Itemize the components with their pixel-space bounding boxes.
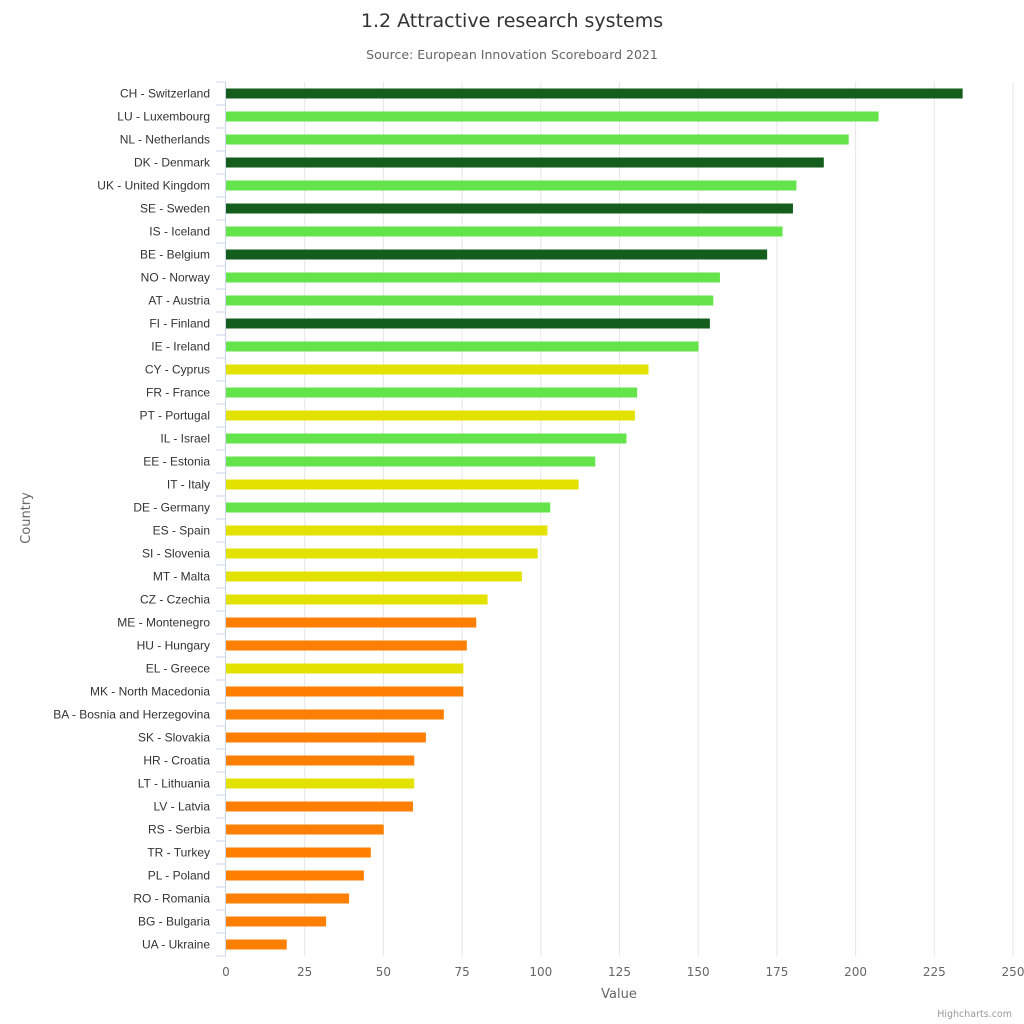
category-label: EE - Estonia [143, 455, 210, 469]
category-label: LU - Luxembourg [117, 110, 210, 124]
category-label: ME - Montenegro [117, 616, 210, 630]
chart-subtitle: Source: European Innovation Scoreboard 2… [366, 47, 658, 62]
category-label: PL - Poland [148, 869, 210, 883]
category-label: NL - Netherlands [120, 133, 210, 147]
category-label: SI - Slovenia [142, 547, 210, 561]
category-label: IL - Israel [160, 432, 210, 446]
bar[interactable] [226, 548, 538, 559]
bar[interactable] [226, 111, 879, 122]
value-tick-label: 225 [923, 965, 946, 979]
bar[interactable] [226, 732, 426, 743]
bar[interactable] [226, 755, 415, 766]
bar[interactable] [226, 226, 783, 237]
bar[interactable] [226, 502, 551, 513]
value-tick-label: 125 [608, 965, 631, 979]
value-tick-label: 175 [765, 965, 788, 979]
category-label: MT - Malta [153, 570, 210, 584]
value-axis-ticks: 0 25 50 75 100 125 150 175 200 225 250 [222, 965, 1024, 979]
category-label: TR - Turkey [147, 846, 210, 860]
bar[interactable] [226, 364, 649, 375]
bar[interactable] [226, 571, 522, 582]
category-label: UK - United Kingdom [97, 179, 210, 193]
x-axis-title: Country [19, 492, 34, 544]
bar[interactable] [226, 387, 638, 398]
category-label: FI - Finland [149, 317, 210, 331]
bar[interactable] [226, 525, 548, 536]
value-tick-label: 50 [376, 965, 391, 979]
category-label: FR - France [146, 386, 210, 400]
bar[interactable] [226, 479, 579, 490]
value-tick-label: 100 [529, 965, 552, 979]
chart-title: 1.2 Attractive research systems [361, 10, 663, 32]
category-label: UA - Ukraine [142, 938, 210, 952]
value-tick-label: 75 [454, 965, 469, 979]
category-label: EL - Greece [146, 662, 211, 676]
bar[interactable] [226, 617, 477, 628]
category-label: RS - Serbia [148, 823, 210, 837]
bar[interactable] [226, 686, 464, 697]
bar[interactable] [226, 433, 627, 444]
category-label: HU - Hungary [137, 639, 210, 653]
bar[interactable] [226, 893, 350, 904]
bar[interactable] [226, 870, 364, 881]
value-tick-label: 200 [844, 965, 867, 979]
category-label: MK - North Macedonia [90, 685, 210, 699]
bar[interactable] [226, 824, 384, 835]
category-label: PT - Portugal [140, 409, 210, 423]
bar[interactable] [226, 709, 444, 720]
category-label: CH - Switzerland [120, 87, 210, 101]
category-label: IS - Iceland [149, 225, 210, 239]
bar[interactable] [226, 295, 714, 306]
bar[interactable] [226, 272, 720, 283]
category-label: HR - Croatia [143, 754, 210, 768]
category-label: SK - Slovakia [138, 731, 210, 745]
category-label: SE - Sweden [140, 202, 210, 216]
bar[interactable] [226, 640, 467, 651]
category-label: IT - Italy [167, 478, 210, 492]
bar[interactable] [226, 939, 287, 950]
bar[interactable] [226, 456, 596, 467]
category-label: CZ - Czechia [140, 593, 210, 607]
category-label: BA - Bosnia and Herzegovina [53, 708, 210, 722]
bar[interactable] [226, 249, 768, 260]
bar[interactable] [226, 203, 793, 214]
bar[interactable] [226, 134, 849, 145]
bar[interactable] [226, 847, 371, 858]
bar[interactable] [226, 318, 710, 329]
category-label: RO - Romania [133, 892, 210, 906]
bar[interactable] [226, 778, 415, 789]
bar[interactable] [226, 341, 699, 352]
category-label: BG - Bulgaria [138, 915, 210, 929]
category-label: BE - Belgium [140, 248, 210, 262]
category-label: LV - Latvia [154, 800, 211, 814]
category-label: IE - Ireland [151, 340, 210, 354]
bar[interactable] [226, 594, 488, 605]
bar[interactable] [226, 157, 824, 168]
category-label: DK - Denmark [134, 156, 211, 170]
credits[interactable]: Highcharts.com [937, 1009, 1012, 1020]
category-label: CY - Cyprus [145, 363, 210, 377]
y-axis-title: Value [601, 987, 637, 1002]
bar[interactable] [226, 180, 797, 191]
bar[interactable] [226, 410, 635, 421]
value-tick-label: 250 [1002, 965, 1024, 979]
value-tick-label: 0 [222, 965, 230, 979]
value-tick-label: 25 [297, 965, 312, 979]
category-axis: CH - Switzerland LU - Luxembourg NL - Neth… [53, 81, 226, 957]
bar[interactable] [226, 88, 963, 99]
bars [226, 88, 963, 950]
bar[interactable] [226, 801, 413, 812]
category-label: DE - Germany [133, 501, 210, 515]
category-label: ES - Spain [153, 524, 210, 538]
category-label: AT - Austria [148, 294, 210, 308]
category-label: NO - Norway [141, 271, 210, 285]
bar[interactable] [226, 916, 327, 927]
category-label: LT - Lithuania [138, 777, 211, 791]
value-tick-label: 150 [687, 965, 710, 979]
bar[interactable] [226, 663, 464, 674]
